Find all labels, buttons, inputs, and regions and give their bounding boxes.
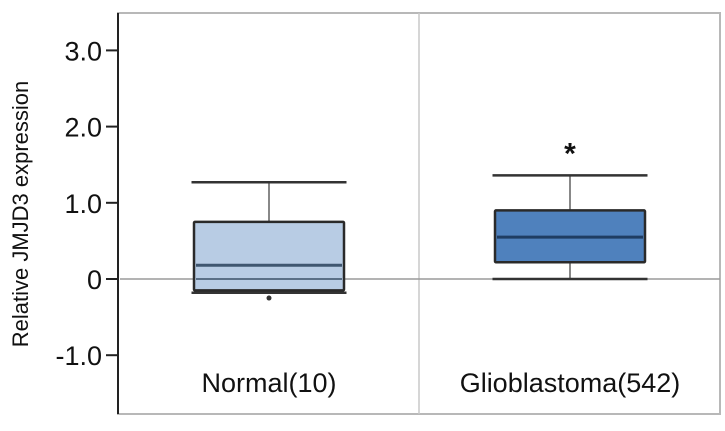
y-tick-label: 2.0: [64, 113, 102, 143]
category-label: Normal(10): [201, 368, 336, 398]
y-tick-label: -1.0: [55, 341, 102, 371]
y-tick-label: 1.0: [64, 189, 102, 219]
category-label: Glioblastoma(542): [460, 368, 681, 398]
significance-asterisk: *: [564, 137, 576, 170]
y-axis-label: Relative JMJD3 expression: [8, 81, 33, 348]
boxes: Normal(10) * Glioblastoma(542): [191, 137, 681, 398]
outlier-point: [266, 295, 272, 301]
y-axis-ticks: 3.0 2.0 1.0 0 -1.0: [55, 36, 118, 371]
box-glioblastoma: * Glioblastoma(542): [460, 137, 681, 398]
y-tick-label: 3.0: [64, 36, 102, 66]
y-tick-label: 0: [87, 265, 102, 295]
iqr-box: [192, 220, 346, 292]
box-normal: Normal(10): [191, 180, 347, 398]
